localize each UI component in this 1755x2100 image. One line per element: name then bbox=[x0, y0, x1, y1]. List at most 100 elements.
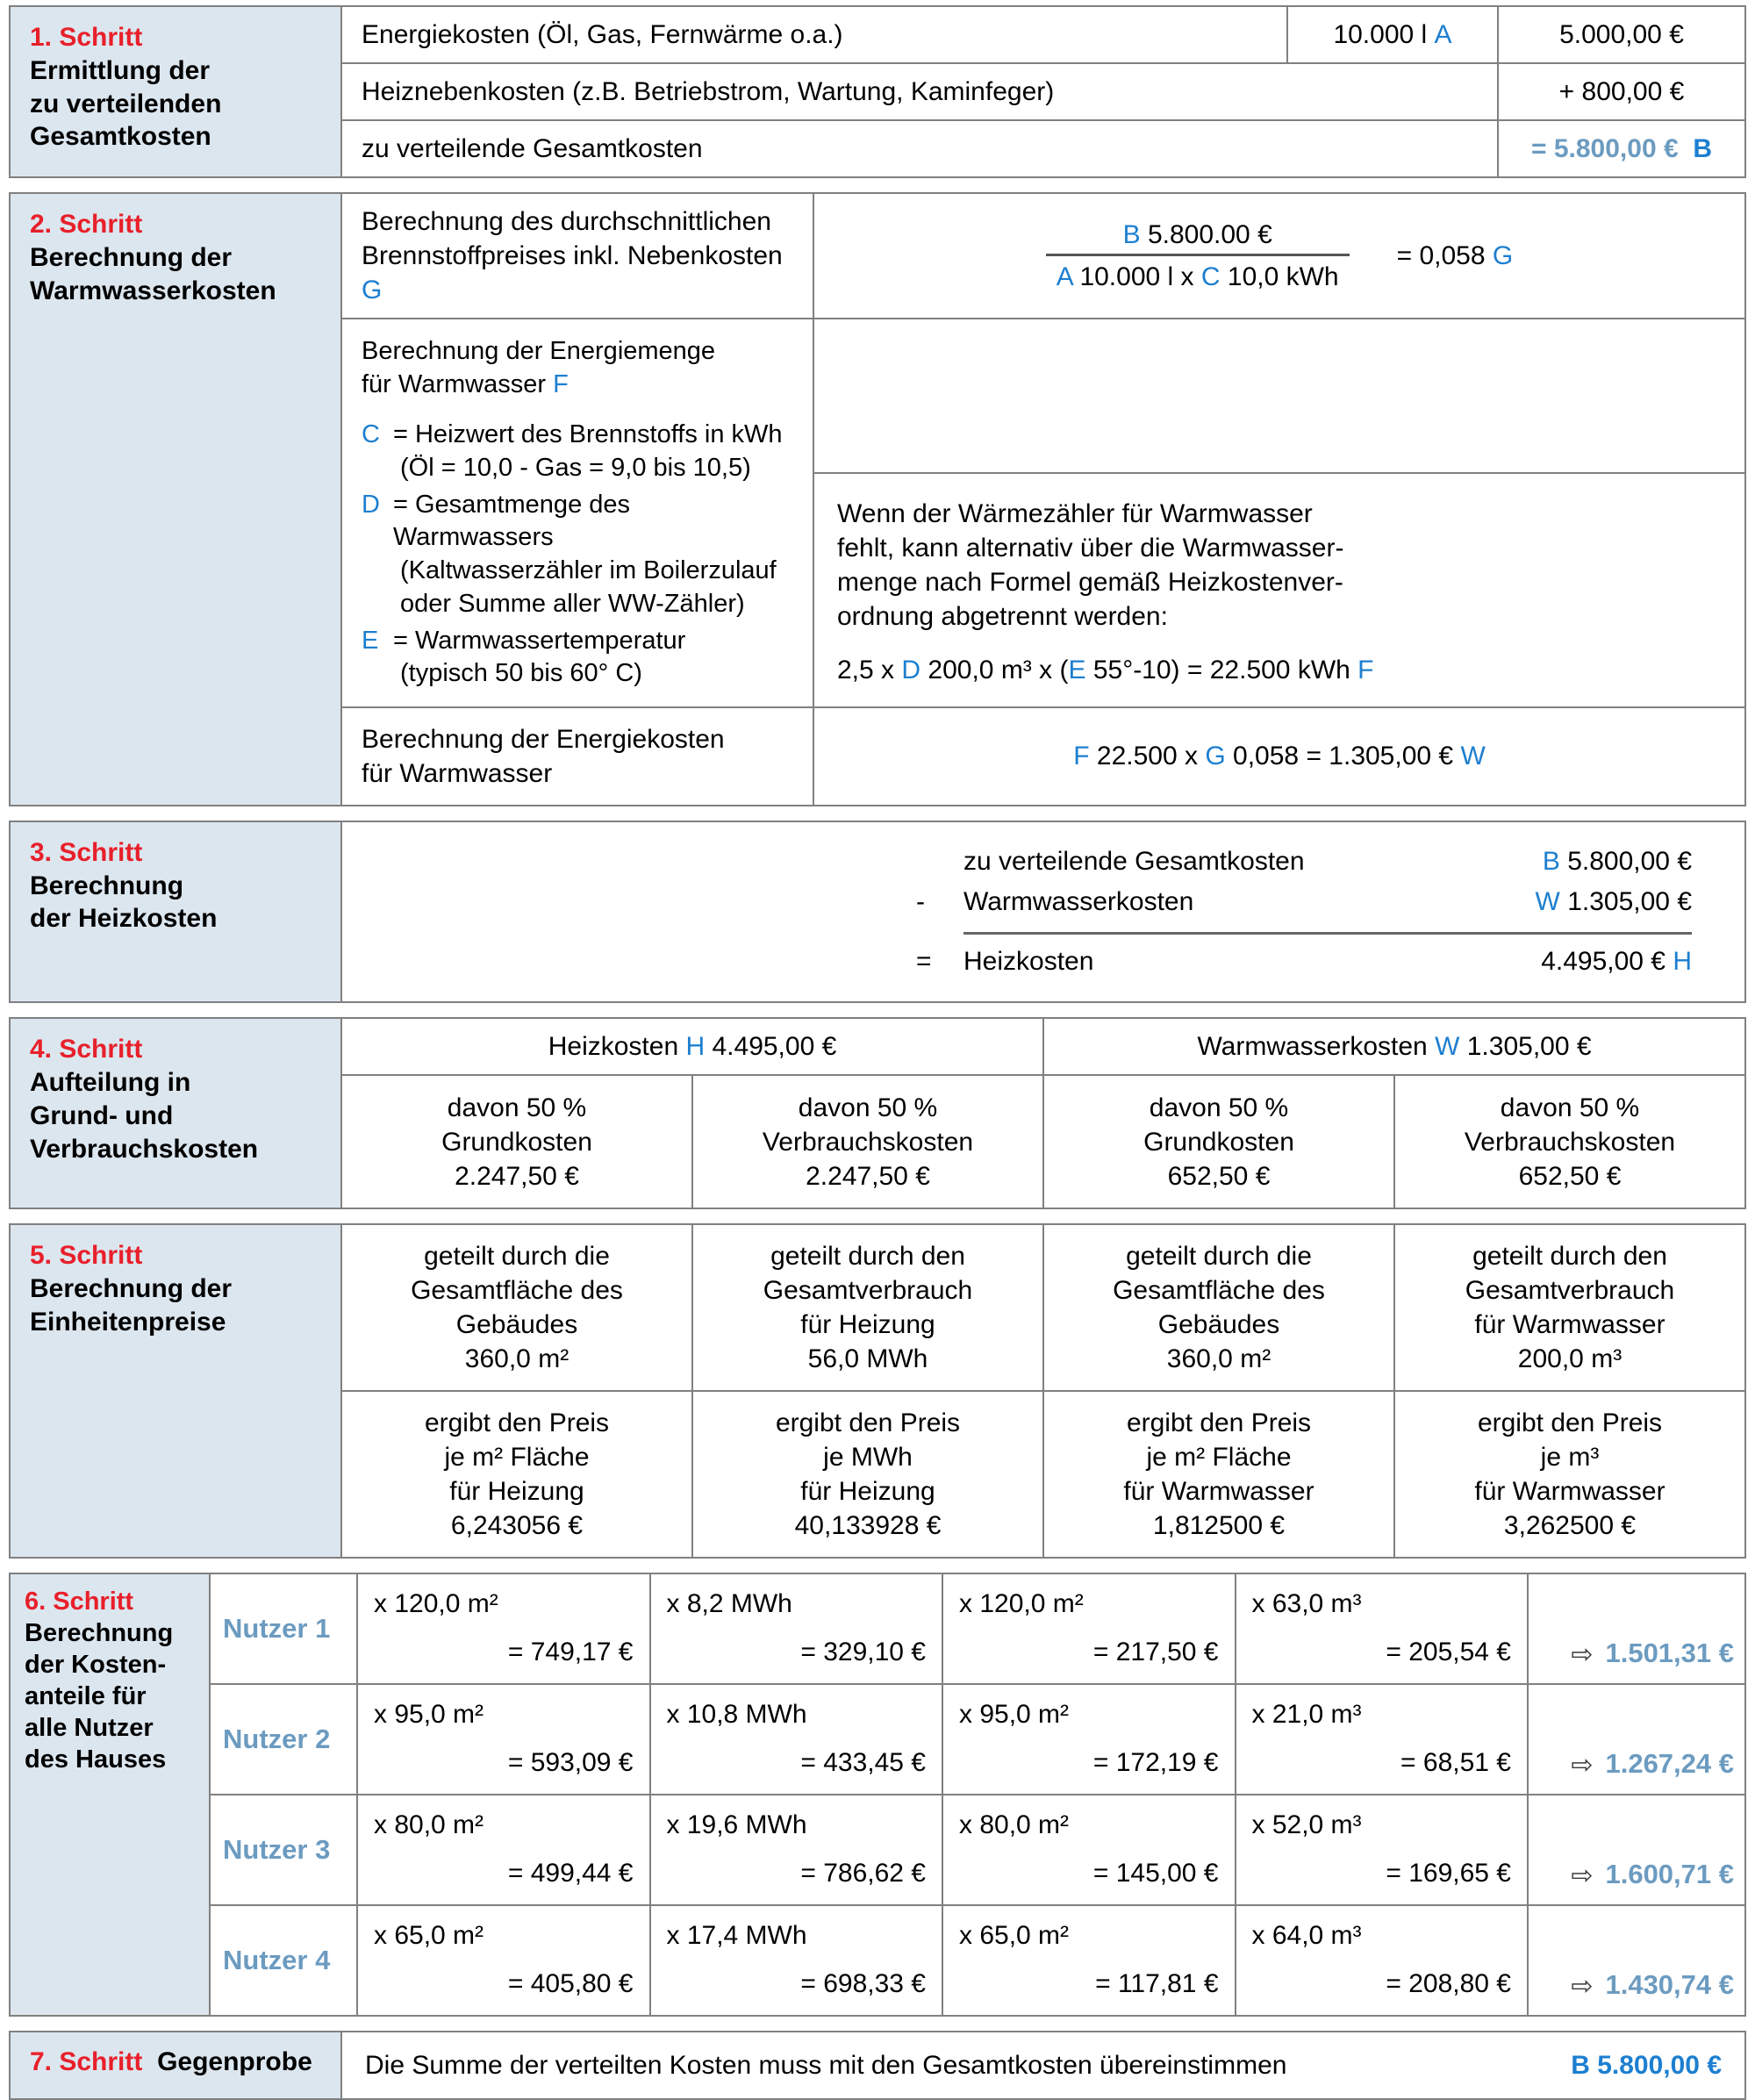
step-6-block: 6. Schritt Berechnung der Kosten- anteil… bbox=[9, 1573, 1746, 2018]
user-1-total: 1.501,31 € bbox=[1605, 1638, 1734, 1669]
divisor-flaeche-warmwasser: geteilt durch die Gesamtfläche des Gebäu… bbox=[1044, 1225, 1395, 1391]
step-3-block: 3. Schritt Berechnung der Heizkosten zu … bbox=[9, 820, 1746, 1004]
table-row: Nutzer 3 x 80,0 m² = 499,44 € x 19,6 MWh… bbox=[211, 1795, 1744, 1907]
user-3-col-4-result: = 169,65 € bbox=[1386, 1859, 1511, 1889]
step-1-block: 1. Schritt Ermittlung der zu verteilende… bbox=[9, 5, 1746, 178]
step-2-number: 2. Schritt bbox=[30, 210, 143, 239]
energiekosten-ww-label: Berechnung der Energiekosten für Warmwas… bbox=[342, 707, 814, 805]
definition-d-sub-2: oder Summe aller WW-Zähler) bbox=[400, 589, 745, 618]
user-label-4: Nutzer 4 bbox=[211, 1906, 358, 2016]
user-1-grundkosten-heizung: x 120,0 m² = 749,17 € bbox=[358, 1574, 651, 1684]
warmwasser-verbrauchskosten-line-2: Verbrauchskosten bbox=[1464, 1127, 1676, 1157]
energiekosten-ww-part-1: 22.500 x bbox=[1096, 742, 1198, 771]
user-1-col-4-result: = 205,54 € bbox=[1386, 1638, 1511, 1667]
unitprice-flaeche-warmwasser: ergibt den Preis je m² Fläche für Warmwa… bbox=[1044, 1392, 1395, 1558]
header-warmwasserkosten-value: 1.305,00 € bbox=[1466, 1032, 1592, 1062]
warmwasser-grundkosten: davon 50 % Grundkosten 652,50 € bbox=[1044, 1076, 1395, 1208]
step-4-header-row: Heizkosten H 4.495,00 € Warmwasserkosten… bbox=[342, 1019, 1744, 1077]
unitprice-3-value: 1,812500 € bbox=[1152, 1511, 1286, 1541]
divisor-4-line-1: geteilt durch den bbox=[1472, 1242, 1667, 1272]
divisor-4-line-2: Gesamtverbrauch bbox=[1465, 1276, 1675, 1306]
divisor-1-line-2: Gesamtfläche des bbox=[411, 1276, 623, 1306]
step-7-block: 7. Schritt Gegenprobe Die Summe der vert… bbox=[9, 2031, 1746, 2100]
heizkosten-verbrauchskosten-line-1: davon 50 % bbox=[798, 1093, 938, 1122]
note-line-4: ordnung abgetrennt werden: bbox=[837, 601, 1168, 631]
step-4-block: 4. Schritt Aufteilung in Grund- und Verb… bbox=[9, 1017, 1746, 1210]
user-2-col-2-input: x 10,8 MWh bbox=[666, 1700, 807, 1730]
table-row: Nutzer 4 x 65,0 m² = 405,80 € x 17,4 MWh… bbox=[211, 1906, 1744, 2016]
gegenprobe-value: B 5.800,00 € bbox=[1481, 2032, 1744, 2098]
user-2-col-3-input: x 95,0 m² bbox=[959, 1700, 1070, 1730]
step-2-row-energiemenge: Berechnung der Energiemenge für Warmwass… bbox=[342, 319, 1744, 708]
user-4-verbrauch-heizung: x 17,4 MWh = 698,33 € bbox=[651, 1906, 943, 2016]
warmwasser-grundkosten-line-1: davon 50 % bbox=[1149, 1093, 1289, 1122]
step-4-title-line-1: Aufteilung in bbox=[30, 1068, 191, 1098]
divisor-4-line-3: für Warmwasser bbox=[1474, 1310, 1665, 1340]
step-3-title-line-1: Berechnung bbox=[30, 871, 184, 900]
step-1-title: Ermittlung der zu verteilenden Gesamtkos… bbox=[30, 54, 328, 154]
fraction-denominator-text-2: 10,0 kWh bbox=[1227, 262, 1339, 291]
step-5-label: 5. Schritt Berechnung der Einheitenpreis… bbox=[11, 1225, 342, 1558]
fraction-denominator-text-1: 10.000 l x bbox=[1079, 262, 1194, 291]
note-line-2: fehlt, kann alternativ über die Warmwass… bbox=[837, 533, 1344, 563]
definition-c-sub-1: (Öl = 10,0 - Gas = 9,0 bis 10,5) bbox=[400, 454, 751, 483]
warmwasser-verbrauchskosten-value: 652,50 € bbox=[1518, 1161, 1622, 1191]
step-3-divider bbox=[963, 931, 1692, 935]
marker-f-formula: F bbox=[1357, 655, 1374, 684]
user-2-col-3-result: = 172,19 € bbox=[1092, 1748, 1219, 1778]
user-1-col-2-result: = 329,10 € bbox=[800, 1638, 926, 1667]
user-1-col-2-input: x 8,2 MWh bbox=[666, 1589, 792, 1619]
energiekosten-amount: 10.000 l A bbox=[1288, 7, 1499, 62]
user-3-col-1-result: = 499,44 € bbox=[507, 1859, 634, 1889]
divisor-verbrauch-heizung: geteilt durch den Gesamtverbrauch für He… bbox=[693, 1225, 1044, 1391]
unitprice-2-value: 40,133928 € bbox=[794, 1511, 942, 1541]
user-4-grundkosten-warmwasser: x 65,0 m² = 117,81 € bbox=[943, 1906, 1236, 2016]
header-warmwasserkosten-label: Warmwasserkosten bbox=[1197, 1032, 1428, 1062]
brennstoffpreis-line-1: Berechnung des durchschnittlichen bbox=[362, 207, 771, 236]
step-7-number: 7. Schritt bbox=[30, 2047, 143, 2077]
user-2-col-2-result: = 433,45 € bbox=[800, 1748, 926, 1778]
table-row: Nutzer 1 x 120,0 m² = 749,17 € x 8,2 MWh… bbox=[211, 1574, 1744, 1686]
energiekosten-ww-part-2: 0,058 = 1.305,00 € bbox=[1233, 742, 1454, 771]
user-label-3: Nutzer 3 bbox=[211, 1795, 358, 1905]
divisor-3-line-2: Gesamtfläche des bbox=[1113, 1276, 1325, 1306]
heizkosten-grundkosten-line-2: Grundkosten bbox=[441, 1127, 592, 1157]
step-5-title: Berechnung der Einheitenpreise bbox=[30, 1272, 328, 1339]
unitprice-1-value: 6,243056 € bbox=[450, 1511, 584, 1541]
step-7-label: 7. Schritt Gegenprobe bbox=[11, 2032, 342, 2099]
definition-e-sub-1: (typisch 50 bis 60° C) bbox=[400, 659, 642, 688]
user-2-total: 1.267,24 € bbox=[1605, 1748, 1734, 1780]
brennstoffpreis-formula: B 5.800.00 € A 10.000 l x C 10,0 kWh bbox=[834, 218, 1725, 294]
user-4-verbrauch-warmwasser: x 64,0 m³ = 208,80 € bbox=[1236, 1906, 1529, 2016]
step-3-text-1: zu verteilende Gesamtkosten bbox=[963, 846, 1305, 876]
step-3-line-heizkosten: = Heizkosten 4.495,00 € H bbox=[916, 942, 1692, 983]
marker-d-def: D bbox=[362, 490, 380, 519]
user-1-col-1-result: = 749,17 € bbox=[507, 1638, 634, 1667]
step-5-number: 5. Schritt bbox=[30, 1241, 143, 1271]
unitprice-2-line-3: für Heizung bbox=[800, 1477, 935, 1507]
user-1-grundkosten-warmwasser: x 120,0 m² = 217,50 € bbox=[943, 1574, 1236, 1684]
marker-f: F bbox=[553, 369, 569, 398]
step-1-title-line-3: Gesamtkosten bbox=[30, 122, 211, 152]
definition-c-text: = Heizwert des Brennstoffs in kWh bbox=[393, 420, 783, 449]
unitprice-3-line-2: je m² Fläche bbox=[1146, 1443, 1292, 1473]
marker-g-result: G bbox=[1492, 241, 1514, 270]
definition-d: D = Gesamtmenge des Warmwassers bbox=[362, 489, 793, 555]
user-4-col-1-input: x 65,0 m² bbox=[374, 1921, 484, 1951]
heizkosten-grundkosten: davon 50 % Grundkosten 2.247,50 € bbox=[342, 1076, 693, 1208]
user-2-total-cell: ⇨ 1.267,24 € bbox=[1529, 1685, 1744, 1794]
marker-e-formula: E bbox=[1068, 655, 1086, 684]
divisor-3-line-3: Gebäudes bbox=[1157, 1310, 1280, 1340]
divisor-1-line-3: Gebäudes bbox=[455, 1310, 578, 1340]
user-2-verbrauch-warmwasser: x 21,0 m³ = 68,51 € bbox=[1236, 1685, 1529, 1795]
step-4-values-row: davon 50 % Grundkosten 2.247,50 € davon … bbox=[342, 1076, 1744, 1208]
brennstoffpreis-line-2: Brennstoffpreises inkl. Nebenkosten bbox=[362, 241, 783, 270]
note-line-3: menge nach Formel gemäß Heizkostenver- bbox=[837, 567, 1343, 597]
arrow-right-icon: ⇨ bbox=[1571, 1751, 1594, 1781]
step-6-title-line-3: anteile für bbox=[25, 1682, 147, 1711]
heizkosten-grundkosten-value: 2.247,50 € bbox=[455, 1161, 579, 1191]
marker-g-result-2: G bbox=[1205, 742, 1226, 771]
unitprice-4-line-3: für Warmwasser bbox=[1474, 1477, 1665, 1507]
user-3-col-4-input: x 52,0 m³ bbox=[1251, 1810, 1362, 1840]
user-4-col-4-input: x 64,0 m³ bbox=[1251, 1921, 1362, 1951]
